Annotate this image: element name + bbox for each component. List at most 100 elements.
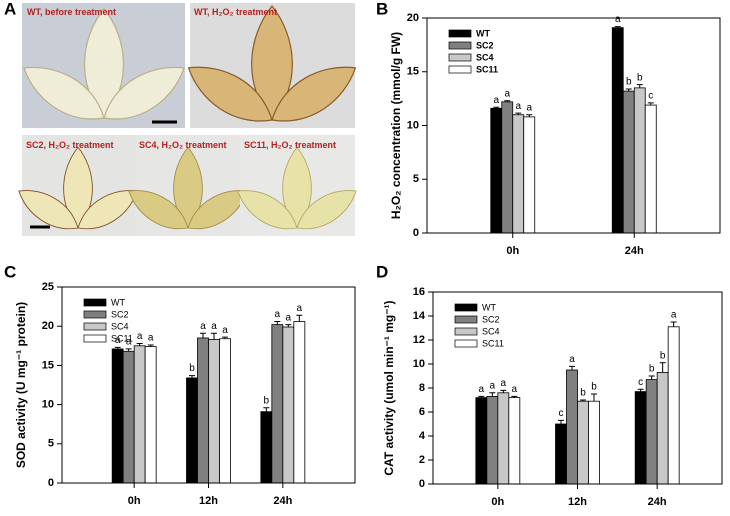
y-tick-label: 0 — [419, 478, 425, 490]
bar — [501, 101, 514, 234]
y-tick-label: 2 — [419, 454, 425, 466]
significance-letter: a — [512, 384, 518, 395]
plot-frame — [432, 291, 723, 485]
bar — [122, 350, 135, 484]
legend-swatch — [454, 339, 478, 348]
error-bar — [263, 407, 270, 412]
plot-frame — [61, 286, 356, 484]
x-tick-label: 24h — [648, 496, 667, 508]
legend-label: SC11 — [111, 333, 133, 343]
significance-letter: a — [515, 101, 521, 112]
error-bar — [580, 399, 586, 402]
plot-frame — [426, 17, 721, 234]
significance-letter: b — [626, 77, 632, 88]
legend-label: SC2 — [476, 40, 494, 50]
x-tick-label: 0h — [491, 496, 504, 508]
bar — [644, 104, 657, 234]
significance-letter: a — [504, 88, 510, 99]
legend-label: SC4 — [476, 52, 494, 62]
error-bar — [136, 342, 143, 346]
caption: WT, H₂O₂ treatment — [194, 7, 277, 17]
legend-label: WT — [111, 297, 125, 307]
x-tick-label: 12h — [568, 496, 587, 508]
panel-letter: D — [376, 262, 388, 281]
y-tick-label: 20 — [42, 320, 54, 332]
significance-letter: c — [648, 91, 653, 102]
bar — [633, 87, 646, 234]
legend-swatch — [448, 53, 472, 62]
panel-letter: C — [4, 262, 16, 281]
significance-letter: b — [660, 350, 666, 361]
significance-letter: a — [569, 354, 575, 365]
significance-letter: a — [222, 325, 228, 336]
y-tick-label: 10 — [407, 119, 419, 131]
photo: WT, H₂O₂ treatment — [178, 3, 366, 136]
bar — [566, 369, 578, 485]
y-tick-label: 6 — [419, 406, 425, 418]
bar — [667, 326, 680, 485]
significance-letter: a — [615, 14, 621, 25]
y-tick-label: 0 — [413, 227, 419, 239]
significance-letter: b — [580, 388, 586, 399]
significance-letter: c — [638, 377, 643, 388]
error-bar — [511, 395, 518, 398]
bar — [271, 324, 284, 484]
error-bar — [648, 375, 655, 380]
bar — [260, 411, 273, 484]
y-tick-label: 14 — [413, 310, 426, 322]
error-bar — [125, 348, 132, 352]
caption: SC11, H₂O₂ treatment — [244, 140, 336, 150]
legend-swatch — [454, 315, 478, 324]
bar — [293, 321, 306, 484]
significance-letter: a — [148, 333, 154, 344]
caption: SC4, H₂O₂ treatment — [139, 140, 227, 150]
legend-label: SC11 — [476, 64, 498, 74]
legend-label: SC11 — [482, 338, 504, 348]
error-bar — [489, 392, 496, 397]
photo: SC2, H₂O₂ treatment — [11, 135, 145, 240]
y-tick-label: 5 — [413, 173, 419, 185]
legend-swatch — [83, 334, 107, 343]
significance-letter: a — [526, 102, 532, 113]
bar — [197, 337, 209, 484]
error-bar — [647, 102, 654, 106]
error-bar — [114, 346, 121, 349]
error-bar — [296, 314, 303, 322]
bar — [508, 397, 521, 485]
y-tick-label: 8 — [419, 382, 425, 394]
y-tick-label: 5 — [48, 438, 54, 450]
significance-letter: a — [200, 321, 206, 332]
bar — [144, 346, 157, 484]
error-bar — [504, 100, 511, 102]
y-axis-label: H₂O₂ concentration (mmol/g FW) — [389, 32, 403, 219]
bar — [512, 114, 525, 234]
bar — [588, 400, 600, 485]
significance-letter: b — [189, 363, 195, 374]
bar — [497, 392, 510, 485]
y-tick-label: 16 — [413, 286, 425, 298]
legend-swatch — [83, 310, 107, 319]
significance-letter: a — [286, 312, 292, 323]
significance-letter: a — [671, 310, 677, 321]
significance-letter: a — [490, 380, 496, 391]
legend-label: SC2 — [482, 314, 500, 324]
bar — [186, 377, 198, 484]
significance-letter: a — [211, 321, 217, 332]
bar — [611, 27, 624, 234]
legend-label: SC4 — [111, 321, 129, 331]
significance-letter: a — [479, 384, 485, 395]
bar — [645, 379, 658, 485]
caption: SC2, H₂O₂ treatment — [26, 140, 114, 150]
significance-letter: b — [591, 382, 597, 393]
error-bar — [147, 344, 154, 347]
significance-letter: a — [275, 309, 281, 320]
y-tick-label: 15 — [407, 66, 419, 78]
bar — [622, 90, 635, 234]
x-tick-label: 0h — [128, 495, 141, 507]
error-bar — [274, 320, 281, 325]
legend-swatch — [83, 298, 107, 307]
error-bar — [670, 321, 677, 327]
bar — [634, 391, 647, 485]
error-bar — [569, 365, 575, 370]
